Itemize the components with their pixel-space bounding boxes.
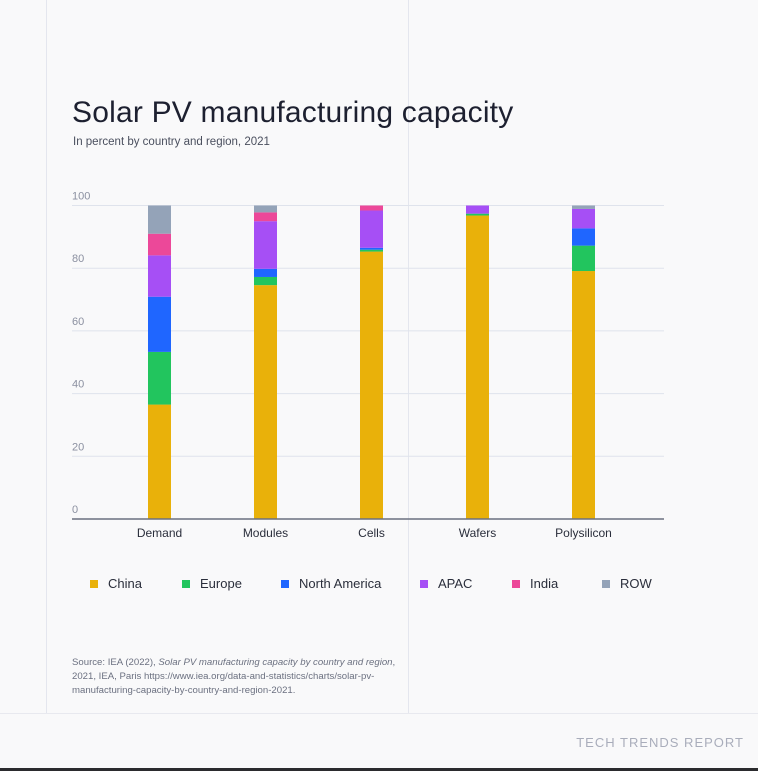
bottom-edge (0, 768, 758, 771)
y-tick-label: 80 (72, 253, 84, 265)
bars (148, 205, 595, 520)
y-axis-ticks: 0 20 40 60 80 100 (72, 191, 90, 517)
x-tick-label: Wafers (459, 526, 497, 540)
legend-swatch (602, 579, 610, 588)
legend-label: India (530, 576, 559, 591)
legend-swatch (182, 579, 190, 588)
legend-item-north-america: North America (281, 576, 381, 591)
y-tick-label: 20 (72, 441, 84, 453)
bar-segment-apac (572, 208, 595, 229)
bar-segment-europe (572, 245, 595, 272)
bar-segment-china (360, 251, 383, 519)
stacked-bar-chart: 0 20 40 60 80 100 Demand Modules Cells Wafers Pol… (72, 191, 664, 540)
bar-segment-apac (360, 210, 383, 248)
source-title: Solar PV manufacturing capacity by count… (158, 657, 393, 668)
bar-segment-north-america (572, 228, 595, 246)
chart-subtitle: In percent by country and region, 2021 (73, 136, 270, 148)
bar-segment-north-america (148, 296, 171, 352)
bar-segment-row (148, 205, 171, 234)
legend-swatch (281, 579, 289, 588)
bar-segment-apac (466, 205, 489, 214)
x-tick-label: Polysilicon (555, 526, 612, 540)
x-tick-label: Demand (137, 526, 182, 540)
layout-divider-center (408, 0, 409, 713)
bar-segment-india (148, 233, 171, 256)
bar-stack-modules (254, 205, 277, 519)
legend-swatch (90, 579, 98, 588)
bar-stack-polysilicon (572, 205, 595, 519)
legend-item-europe: Europe (182, 576, 242, 591)
chart-legend: China Europe North America APAC India ROW (0, 576, 758, 592)
bar-segment-china (254, 285, 277, 519)
y-tick-label: 100 (72, 191, 90, 203)
brand-label: TECH TRENDS REPORT (576, 735, 744, 750)
x-axis-ticks: Demand Modules Cells Wafers Polysilicon (137, 526, 612, 540)
legend-label: ROW (620, 576, 652, 591)
bar-stack-wafers (466, 205, 489, 520)
bar-segment-north-america (254, 268, 277, 277)
legend-item-china: China (90, 576, 142, 591)
bar-stack-demand (148, 205, 171, 519)
bar-segment-china (466, 215, 489, 520)
bar-segment-india (254, 212, 277, 222)
legend-item-india: India (512, 576, 558, 591)
legend-label: APAC (438, 576, 473, 591)
chart-title: Solar PV manufacturing capacity (72, 96, 514, 129)
bar-segment-row (572, 205, 595, 209)
bar-segment-europe (254, 276, 277, 286)
footer-divider (0, 713, 758, 714)
x-tick-label: Modules (243, 526, 288, 540)
bar-segment-china (572, 271, 595, 519)
y-tick-label: 60 (72, 316, 84, 328)
legend-item-apac: APAC (420, 576, 472, 591)
y-tick-label: 40 (72, 379, 84, 391)
bar-segment-apac (148, 255, 171, 297)
y-tick-label: 0 (72, 504, 78, 516)
bar-segment-india (360, 205, 383, 211)
layout-divider-left (46, 0, 47, 713)
source-suffix: , 2021, IEA, Paris https://www.iea.org/d… (72, 657, 396, 696)
legend-label: China (108, 576, 142, 591)
bar-stack-cells (360, 205, 383, 519)
legend-label: North America (299, 576, 382, 591)
source-prefix: Source: IEA (2022), (72, 657, 159, 668)
bar-segment-europe (466, 213, 489, 216)
bar-segment-north-america (360, 247, 383, 250)
x-tick-label: Cells (358, 526, 385, 540)
bar-segment-row (254, 205, 277, 213)
legend-label: Europe (200, 576, 242, 591)
bar-segment-apac (254, 221, 277, 269)
legend-swatch (512, 579, 520, 588)
bar-segment-china (148, 404, 171, 519)
bar-segment-europe (148, 351, 171, 405)
source-note: Source: IEA (2022), Solar PV manufacturi… (72, 656, 402, 698)
bar-segment-europe (360, 249, 383, 252)
legend-swatch (420, 579, 428, 588)
legend-item-row: ROW (602, 576, 652, 591)
